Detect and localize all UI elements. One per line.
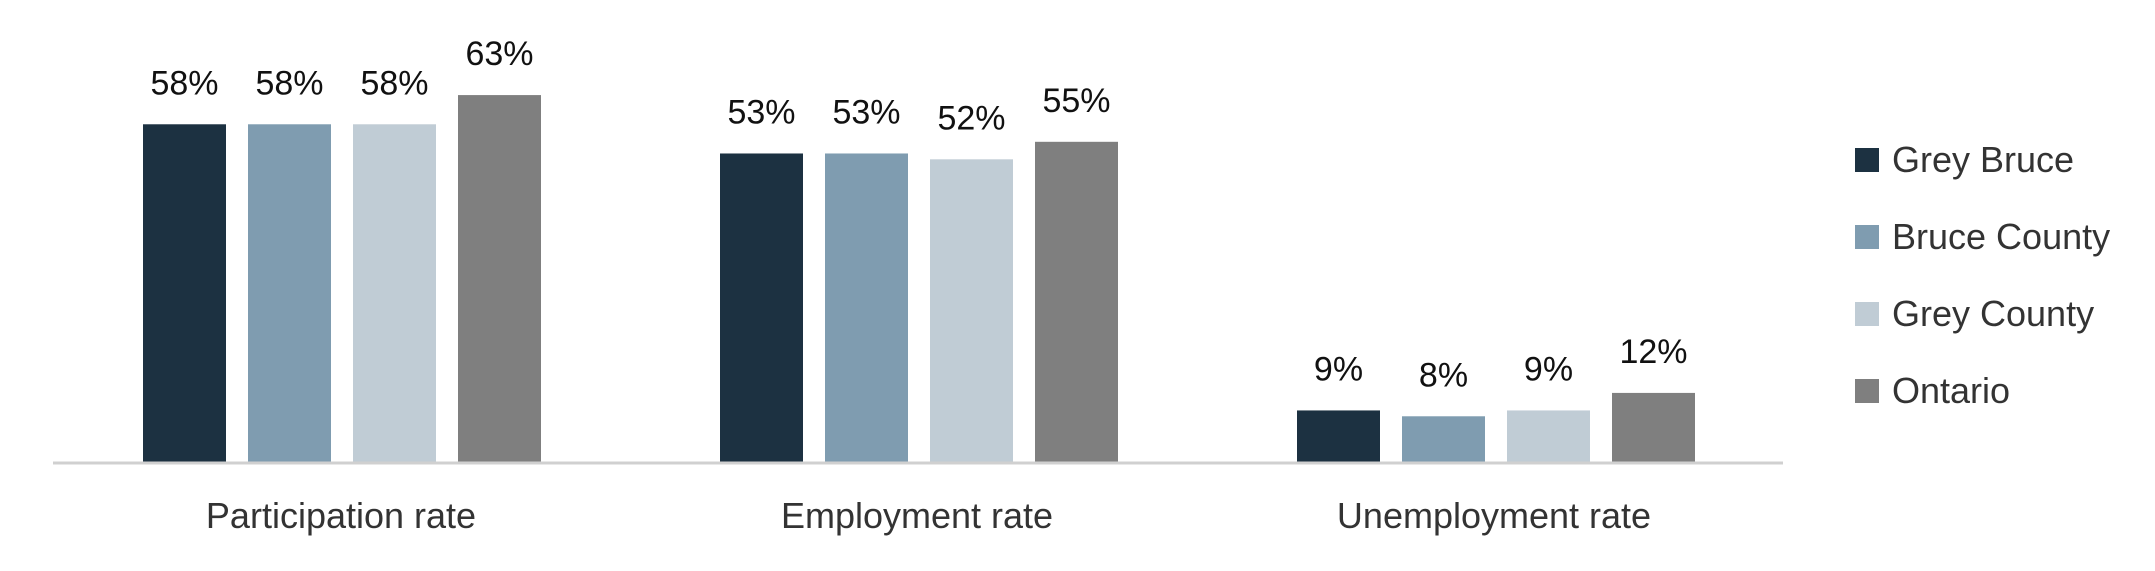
legend-label-grey-bruce: Grey Bruce [1892, 139, 2074, 180]
legend-swatch-grey-county [1855, 302, 1879, 326]
bar-unemployment-rate-grey-county [1507, 410, 1590, 463]
legend-label-bruce-county: Bruce County [1892, 216, 2110, 257]
data-label-employment-rate-grey-county: 52% [937, 99, 1005, 137]
bar-unemployment-rate-bruce-county [1402, 416, 1485, 463]
bar-participation-rate-grey-bruce [143, 124, 226, 463]
legend: Grey Bruce Bruce County Grey County Ontario [1855, 139, 2110, 411]
bar-employment-rate-grey-bruce [720, 153, 803, 464]
data-label-participation-rate-ontario: 63% [465, 35, 533, 73]
legend-label-ontario: Ontario [1892, 370, 2010, 411]
bar-participation-rate-ontario [458, 95, 541, 463]
bar-unemployment-rate-grey-bruce [1297, 410, 1380, 463]
data-label-participation-rate-bruce-county: 58% [255, 64, 323, 102]
legend-swatch-bruce-county [1855, 225, 1879, 249]
data-label-employment-rate-grey-bruce: 53% [727, 93, 795, 131]
category-label-employment-rate: Employment rate [781, 495, 1053, 536]
legend-swatch-grey-bruce [1855, 148, 1879, 172]
labels-layer: 58% 58% 58% 63% Participation rate 53% 53% 52% 5… [150, 35, 1687, 536]
data-label-participation-rate-grey-bruce: 58% [150, 64, 218, 102]
legend-swatch-ontario [1855, 379, 1879, 403]
bar-unemployment-rate-ontario [1612, 392, 1695, 463]
bar-employment-rate-bruce-county [825, 153, 908, 464]
bars-layer [143, 95, 1695, 464]
data-label-unemployment-rate-grey-bruce: 9% [1314, 350, 1363, 388]
data-label-employment-rate-bruce-county: 53% [832, 93, 900, 131]
legend-label-grey-county: Grey County [1892, 293, 2094, 334]
data-label-unemployment-rate-ontario: 12% [1619, 333, 1687, 371]
data-label-employment-rate-ontario: 55% [1042, 82, 1110, 120]
data-label-unemployment-rate-bruce-county: 8% [1419, 356, 1468, 394]
category-label-unemployment-rate: Unemployment rate [1337, 495, 1651, 536]
bar-participation-rate-grey-county [353, 124, 436, 463]
category-label-participation-rate: Participation rate [206, 495, 476, 536]
bar-employment-rate-grey-county [930, 159, 1013, 463]
bar-employment-rate-ontario [1035, 141, 1118, 464]
bar-participation-rate-bruce-county [248, 124, 331, 463]
data-label-unemployment-rate-grey-county: 9% [1524, 350, 1573, 388]
data-label-participation-rate-grey-county: 58% [360, 64, 428, 102]
